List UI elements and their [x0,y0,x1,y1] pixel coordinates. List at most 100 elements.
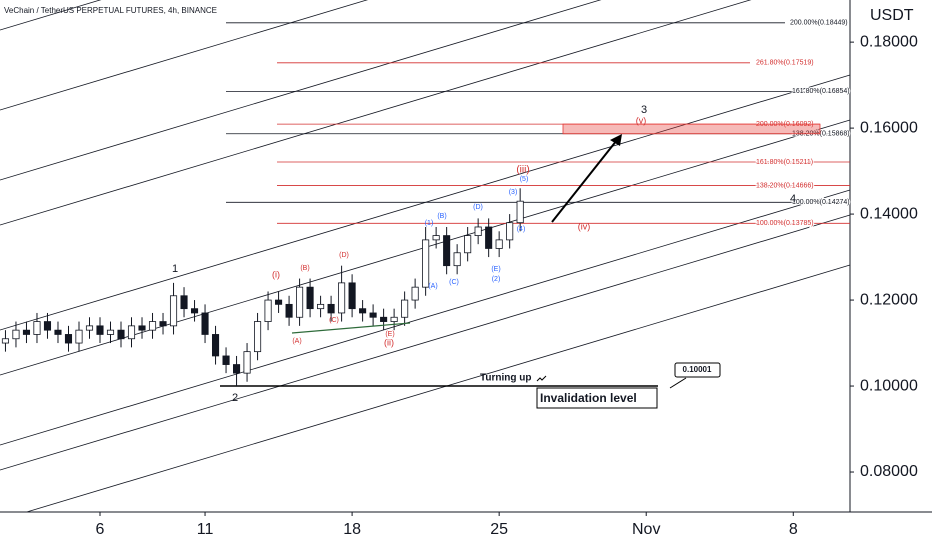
wave-label: 1 [172,263,178,275]
candle-body [243,351,251,374]
x-tick-label: 8 [789,521,798,538]
candle-body [390,316,398,322]
candle-body [54,329,62,335]
wave-label: (A) [428,283,437,290]
x-tick-label: Nov [632,521,660,538]
wave-label: (5) [520,176,529,183]
y-tick-label: 0.10000 [860,377,918,394]
candle-body [75,329,83,344]
drawings [291,134,721,409]
candle-body [401,299,409,318]
wave-label: (C) [329,317,339,324]
candle-body [327,303,335,314]
candle-body [411,286,419,301]
candle-body [474,226,482,236]
candle-body [43,321,52,331]
fib-label: 261.80%(0.17519) [756,60,814,67]
candle-body [201,312,209,335]
wave-label: (i) [272,269,280,279]
candle-body [64,334,73,344]
candle-body [285,303,293,318]
candle-body [380,316,388,322]
y-tick-label: 0.18000 [860,33,918,50]
plot: 200.00%(0.18449) 261.80%(0.17519) 161.80%(… [1,19,851,387]
candle-body [422,239,430,288]
candle-body [254,321,262,353]
y-tick-label: 0.12000 [860,291,918,308]
chart-title: VeChain / TetherUS PERPETUAL FUTURES, 4h… [4,6,217,15]
candle-body [453,252,461,267]
target-zone [562,123,821,135]
wave-label: 4 [790,193,796,205]
wave-label: (D) [339,252,349,259]
candle-body [22,329,31,335]
wave-label: (E) [385,331,394,338]
fib-label: 161.80%(0.16854) [792,88,850,95]
candle-body [180,295,188,310]
candle-body [485,226,493,249]
candle-body [169,295,178,327]
candle-body [211,334,220,357]
candle-body [495,239,503,249]
candle-body [96,325,104,335]
fib-label: 138.20%(0.14666) [756,182,814,189]
annotation: Turning up [480,373,531,384]
candle-body [464,235,472,254]
candle-body [369,312,377,318]
candle-body [443,235,451,267]
fib-label: 100.00%(0.14274) [792,199,850,206]
wave-label: (1) [425,220,434,227]
candle-body [33,321,41,335]
price-axis-bg [850,0,932,550]
wave-label: 2 [232,392,238,404]
time-axis-bg [0,512,932,550]
wave-label: (3) [509,189,518,196]
x-tick-label: 18 [343,521,361,538]
candle-body [348,282,356,310]
wave-label: (4) [517,226,526,233]
wave-label: (iv) [578,221,591,231]
x-tick-label: 11 [197,521,214,538]
y-tick-label: 0.14000 [860,205,918,222]
wave-label: (v) [636,115,647,125]
candle-body [117,329,125,340]
candle-body [138,325,146,331]
fib-label: 138.20%(0.15868) [792,131,850,138]
candle-body [233,364,241,374]
fib-label: 100.00%(0.13785) [756,220,814,227]
candle-body [264,299,272,322]
candle-body [127,325,136,340]
wave-label: (iii) [516,165,529,176]
annotation: Invalidation level [540,391,637,405]
candle-body [159,321,167,327]
candle-body [1,338,10,344]
y-tick-label: 0.08000 [860,463,918,480]
candle-body [222,355,230,365]
wave-label: (ii) [384,337,394,347]
wave-label: (D) [473,204,483,211]
candle-body [148,321,157,331]
candle-body [306,286,314,310]
y-tick-label: 0.16000 [860,119,918,136]
y-axis-label: USDT [870,7,914,24]
wave-label: (E) [491,266,500,273]
candle-body [506,222,514,241]
candle-body [12,329,20,340]
candle-body [275,299,283,305]
fib-label: 200.00%(0.18449) [790,20,848,27]
wave-label: 3 [641,104,647,116]
candle-body [516,200,524,224]
candle-body [296,286,304,318]
candle-body [190,308,199,314]
wave-labels: 1 2 3 4 (i) (ii) (iii) (iv) (v) (A) (B) … [172,104,796,405]
candle-body [359,308,367,314]
candle-body [338,282,346,314]
invalidation-label: 0.10001 [683,365,712,374]
candle-body [85,325,94,331]
candle-body [106,329,115,335]
wave-label: (2) [492,276,501,283]
wave-label: (C) [449,279,459,286]
candle-body [317,303,325,310]
x-tick-label: 25 [490,521,508,538]
